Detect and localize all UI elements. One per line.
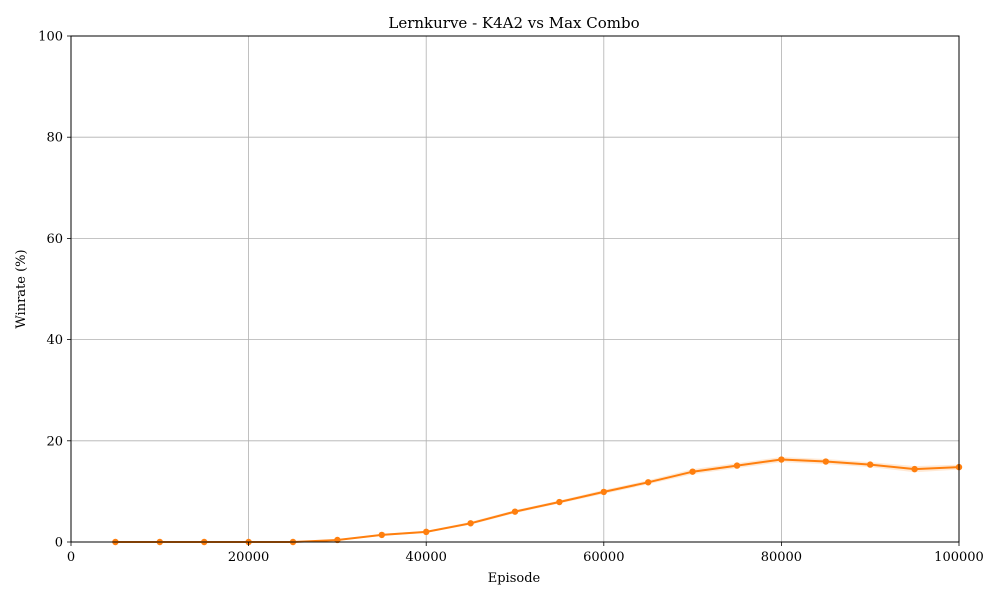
- data-point: [822, 458, 829, 465]
- x-axis-ticks: 0 20000 40000 60000 80000 100000: [67, 542, 984, 565]
- y-tick-label: 60: [46, 232, 63, 247]
- y-axis-label: Winrate (%): [14, 249, 29, 328]
- data-point: [600, 488, 607, 496]
- y-tick-label: 20: [46, 434, 63, 449]
- data-point: [733, 462, 741, 469]
- x-tick-label: 0: [67, 550, 75, 565]
- data-point: [423, 528, 430, 536]
- confidence-band-area: [115, 457, 959, 542]
- data-point: [778, 456, 785, 463]
- data-point: [867, 461, 874, 468]
- x-tick-label: 20000: [228, 550, 269, 565]
- y-tick-label: 40: [46, 333, 63, 348]
- confidence-band: [115, 457, 959, 542]
- data-point: [645, 479, 652, 486]
- data-point: [467, 520, 474, 527]
- y-tick-label: 80: [46, 131, 63, 146]
- x-tick-label: 80000: [761, 550, 802, 565]
- series-markers: [112, 456, 963, 546]
- x-tick-label: 100000: [934, 550, 984, 565]
- x-tick-label: 60000: [583, 550, 624, 565]
- y-axis-ticks: 0 20 40 60 80 100: [38, 30, 71, 551]
- grid: [70, 35, 960, 543]
- data-point: [689, 468, 696, 475]
- data-point: [511, 508, 519, 515]
- data-point: [556, 498, 563, 506]
- data-point: [911, 465, 918, 473]
- winrate-line: [115, 458, 960, 543]
- series-line: [115, 458, 960, 543]
- data-point: [378, 531, 385, 539]
- plot-area-frame: [70, 35, 960, 543]
- x-tick-label: 40000: [406, 550, 447, 565]
- y-tick-label: 100: [38, 30, 63, 45]
- chart-title: Lernkurve - K4A2 vs Max Combo: [388, 14, 639, 32]
- y-tick-label: 0: [55, 536, 63, 551]
- x-axis-label: Episode: [488, 571, 541, 586]
